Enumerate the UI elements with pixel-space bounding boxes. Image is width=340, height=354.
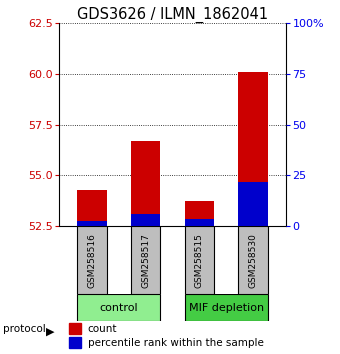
Text: GSM258516: GSM258516	[87, 233, 96, 287]
Bar	[77, 190, 107, 226]
Text: GSM258517: GSM258517	[141, 233, 150, 287]
Bar	[131, 214, 160, 226]
Title: GDS3626 / ILMN_1862041: GDS3626 / ILMN_1862041	[77, 7, 268, 23]
Bar	[131, 226, 160, 294]
Text: GSM258515: GSM258515	[195, 233, 204, 287]
Bar	[77, 221, 107, 226]
Bar	[69, 337, 81, 348]
Text: GSM258530: GSM258530	[249, 233, 258, 287]
Text: count: count	[88, 324, 117, 334]
Text: protocol: protocol	[3, 324, 46, 333]
Bar	[238, 182, 268, 226]
Text: percentile rank within the sample: percentile rank within the sample	[88, 337, 264, 348]
Bar	[77, 294, 160, 321]
Text: ▶: ▶	[46, 327, 54, 337]
Bar	[238, 226, 268, 294]
Bar	[238, 72, 268, 226]
Bar	[185, 201, 214, 226]
Bar	[77, 226, 107, 294]
Bar	[131, 141, 160, 226]
Bar	[185, 219, 214, 226]
Bar	[69, 323, 81, 334]
Bar	[185, 226, 214, 294]
Bar	[185, 294, 268, 321]
Text: control: control	[99, 303, 138, 313]
Text: MIF depletion: MIF depletion	[189, 303, 264, 313]
